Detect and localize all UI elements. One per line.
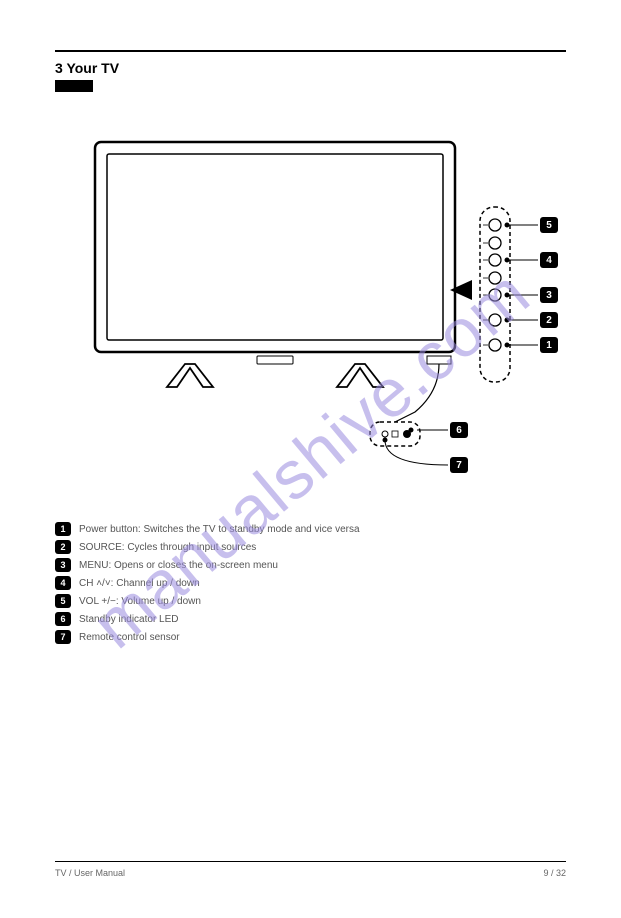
side-btn-5a <box>489 219 501 231</box>
tv-sensor-strip <box>427 356 451 364</box>
dot-4 <box>505 258 510 263</box>
side-btn-1 <box>489 339 501 351</box>
callout-1-num: 1 <box>546 340 552 351</box>
callout-3: 3 <box>540 287 558 303</box>
sensor-window-mid <box>392 431 398 437</box>
side-btn-3 <box>489 289 501 301</box>
callout-7: 7 <box>450 457 468 473</box>
callout-3-num: 3 <box>546 290 552 301</box>
tv-leg-right <box>337 364 383 387</box>
list-text-6: Standby indicator LED <box>79 612 179 628</box>
manual-page: manualshive.com 3 Your TV <box>0 0 621 918</box>
callout-7-num: 7 <box>456 460 462 471</box>
list-item: 7 Remote control sensor <box>55 630 566 646</box>
side-btn-5b <box>489 237 501 249</box>
list-num-2: 2 <box>55 540 71 554</box>
list-text-3: MENU: Opens or closes the on-screen menu <box>79 558 278 574</box>
pointer-arrow <box>450 280 472 300</box>
page-footer: TV / User Manual 9 / 32 <box>55 861 566 878</box>
callout-6: 6 <box>450 422 468 438</box>
list-item: 6 Standby indicator LED <box>55 612 566 628</box>
list-text-1: Power button: Switches the TV to standby… <box>79 522 360 538</box>
dot-6 <box>409 428 414 433</box>
sensor-leader <box>395 364 439 422</box>
callout-4-num: 4 <box>546 255 552 266</box>
sensor-led <box>382 431 388 437</box>
header-divider <box>55 50 566 52</box>
tv-bezel <box>107 154 443 340</box>
front-sensor-panel <box>370 422 420 446</box>
side-btn-4b <box>489 272 501 284</box>
list-item: 4 CH ˄/˅: Channel up / down <box>55 576 566 592</box>
list-item: 3 MENU: Opens or closes the on-screen me… <box>55 558 566 574</box>
dot-3 <box>505 293 510 298</box>
section-name: Your TV <box>66 60 119 76</box>
subsection-bar <box>55 80 93 92</box>
callout-5-num: 5 <box>546 220 552 231</box>
list-num-7: 7 <box>55 630 71 644</box>
tv-svg <box>55 112 565 492</box>
dot-7 <box>383 438 388 443</box>
callout-legend: 1 Power button: Switches the TV to stand… <box>55 522 566 646</box>
callout-2: 2 <box>540 312 558 328</box>
list-num-3: 3 <box>55 558 71 572</box>
list-item: 5 VOL +/−: Volume up / down <box>55 594 566 610</box>
list-text-7: Remote control sensor <box>79 630 180 646</box>
callout-6-num: 6 <box>456 425 462 436</box>
list-num-5: 5 <box>55 594 71 608</box>
list-num-4: 4 <box>55 576 71 590</box>
list-num-1: 1 <box>55 522 71 536</box>
section-title: 3 Your TV <box>55 60 566 76</box>
callout-5: 5 <box>540 217 558 233</box>
list-item: 1 Power button: Switches the TV to stand… <box>55 522 566 538</box>
side-btn-2 <box>489 314 501 326</box>
side-btn-4a <box>489 254 501 266</box>
list-num-6: 6 <box>55 612 71 626</box>
tv-logo <box>257 356 293 364</box>
section-number: 3 <box>55 60 63 76</box>
list-text-5: VOL +/−: Volume up / down <box>79 594 201 610</box>
footer-left: TV / User Manual <box>55 868 125 878</box>
callout-4: 4 <box>540 252 558 268</box>
callout-1: 1 <box>540 337 558 353</box>
footer-right: 9 / 32 <box>543 868 566 878</box>
list-item: 2 SOURCE: Cycles through input sources <box>55 540 566 556</box>
list-text-2: SOURCE: Cycles through input sources <box>79 540 256 556</box>
tv-leg-left <box>167 364 213 387</box>
list-text-4: CH ˄/˅: Channel up / down <box>79 576 200 592</box>
tv-diagram: 5 4 3 2 1 6 7 <box>55 112 565 492</box>
dot-2 <box>505 318 510 323</box>
dot-1 <box>505 343 510 348</box>
dot-5 <box>505 223 510 228</box>
callout-2-num: 2 <box>546 315 552 326</box>
tv-outer <box>95 142 455 352</box>
